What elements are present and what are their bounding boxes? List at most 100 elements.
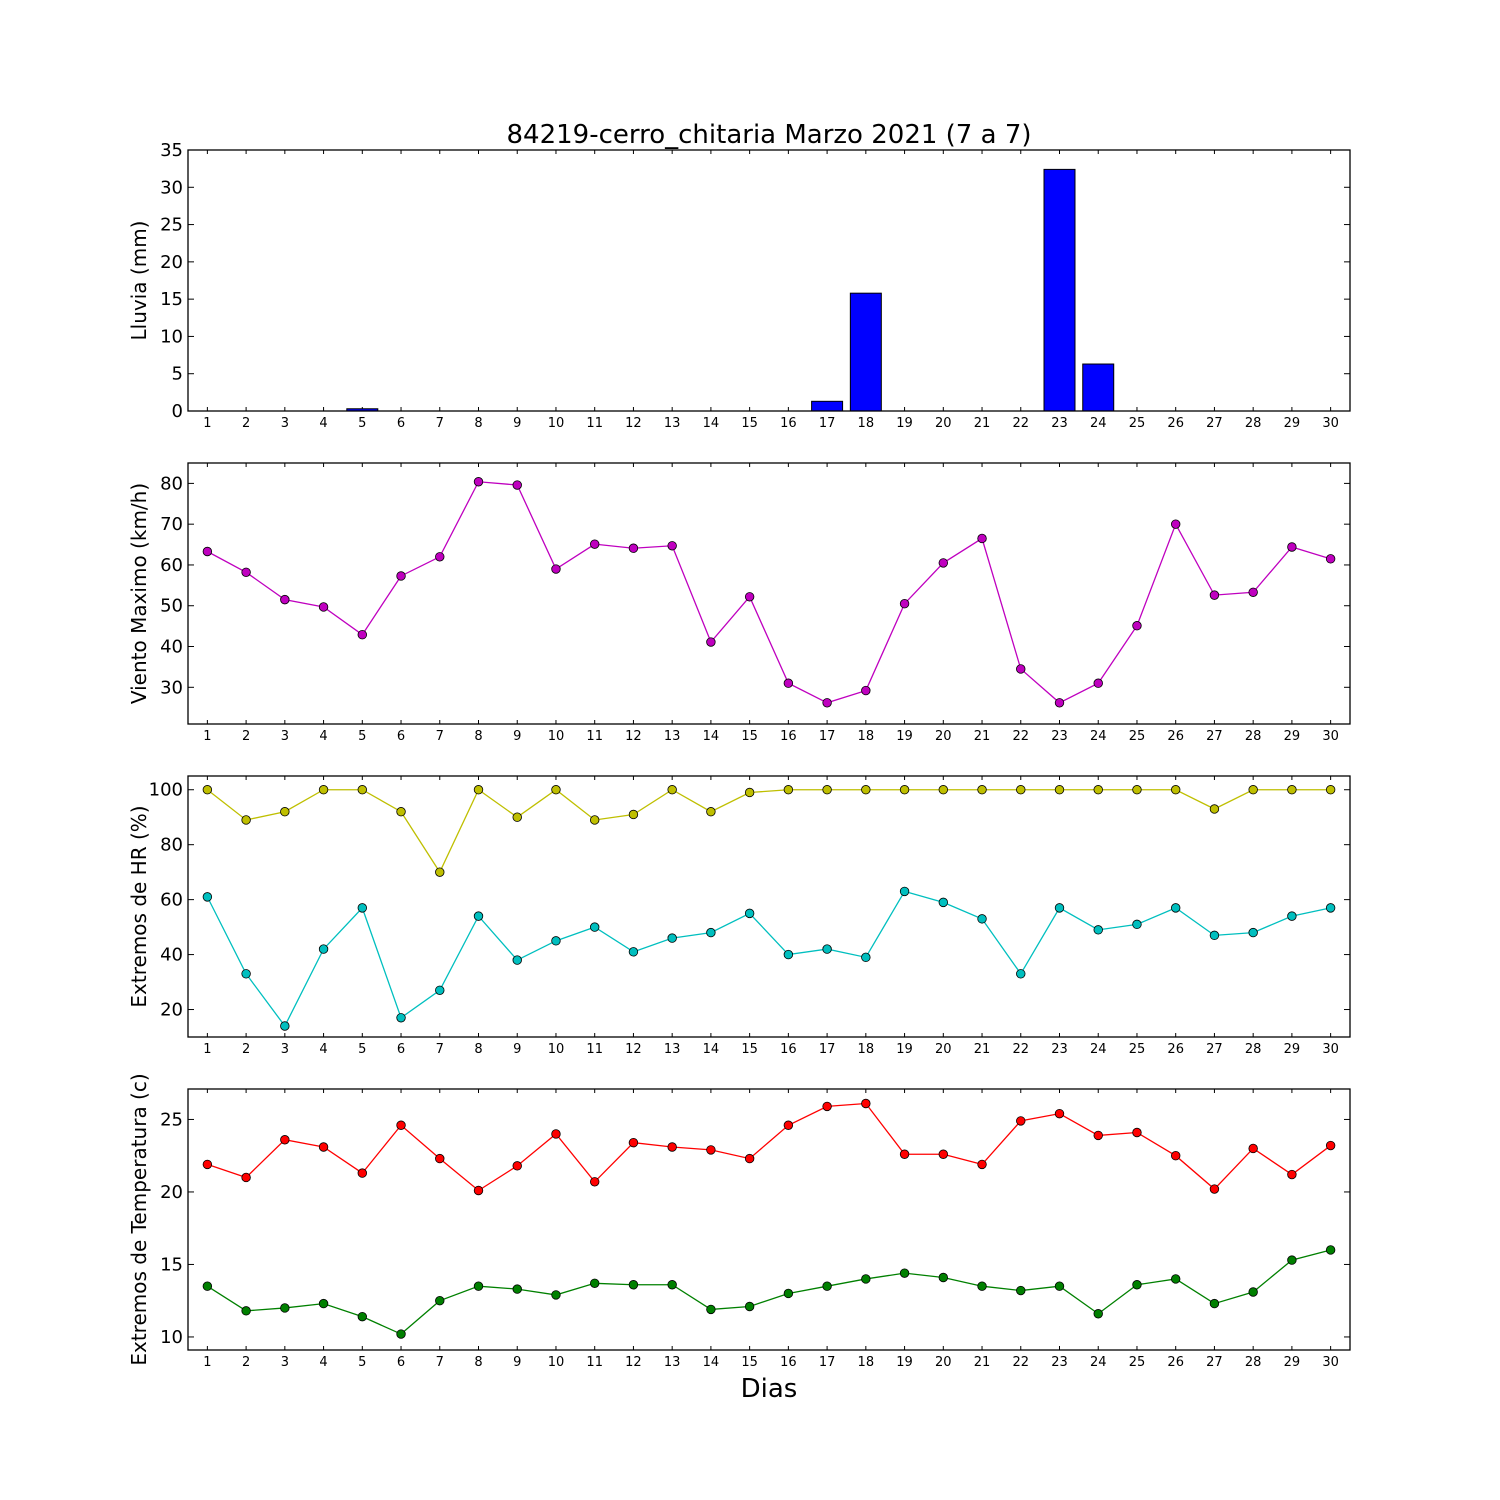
data-point: [977, 914, 987, 924]
data-point: [628, 947, 639, 957]
y-tick-label: 15: [160, 1254, 183, 1275]
data-point: [590, 1278, 600, 1289]
y-axis-label: Viento Maximo (km/h): [127, 483, 151, 704]
x-tick-label: 6: [397, 729, 405, 744]
data-point: [1016, 664, 1026, 674]
x-tick-label: 18: [858, 1355, 875, 1370]
x-tick-label: 4: [319, 729, 327, 744]
data-point: [435, 985, 445, 995]
y-tick-label: 50: [160, 596, 183, 617]
data-point: [938, 785, 949, 795]
data-point: [357, 785, 368, 795]
data-point: [241, 567, 251, 577]
data-point: [280, 1303, 290, 1313]
plot-frame: [187, 1088, 1351, 1351]
data-point: [512, 480, 522, 490]
data-point: [1325, 554, 1336, 564]
x-tick-label: 2: [242, 1355, 250, 1370]
data-point: [318, 602, 329, 612]
y-tick-label: 80: [160, 835, 183, 856]
data-point: [1093, 1130, 1103, 1141]
data-point: [241, 1172, 251, 1183]
data-point: [861, 1274, 871, 1284]
x-tick-label: 25: [1129, 729, 1146, 744]
data-point: [590, 539, 600, 549]
data-point: [1016, 785, 1026, 795]
data-point: [1054, 1108, 1065, 1119]
y-tick-label: 60: [160, 890, 183, 911]
data-point: [1016, 969, 1026, 979]
x-tick-label: 3: [281, 416, 289, 431]
x-tick-label: 20: [935, 1042, 952, 1057]
x-tick-label: 26: [1167, 1042, 1184, 1057]
data-point: [667, 541, 677, 551]
data-point: [512, 1284, 522, 1294]
data-point: [435, 1295, 445, 1306]
x-tick-label: 6: [397, 416, 405, 431]
chart-title: 84219-cerro_chitaria Marzo 2021 (7 a 7): [506, 120, 1031, 150]
x-tick-label: 3: [281, 729, 289, 744]
x-tick-label: 8: [474, 1355, 482, 1370]
y-tick-label: 30: [160, 677, 183, 698]
y-tick-label: 80: [160, 473, 183, 494]
data-point: [512, 812, 522, 822]
x-tick-label: 24: [1090, 729, 1107, 744]
x-tick-label: 11: [586, 729, 603, 744]
data-point: [783, 785, 794, 795]
data-point: [1209, 1298, 1220, 1309]
x-tick-label: 18: [858, 1042, 875, 1057]
y-tick-label: 5: [172, 364, 183, 385]
data-point: [1093, 1309, 1103, 1319]
data-point: [551, 936, 561, 946]
x-tick-label: 24: [1090, 1355, 1107, 1370]
data-point: [938, 1149, 949, 1159]
x-tick-label: 28: [1245, 1042, 1262, 1057]
data-point: [1016, 1285, 1026, 1296]
x-tick-label: 17: [819, 416, 836, 431]
x-tick-label: 23: [1051, 416, 1068, 431]
data-point: [202, 1159, 213, 1170]
data-point: [1093, 785, 1103, 795]
data-point: [628, 1280, 639, 1290]
data-point: [551, 1290, 561, 1300]
x-tick-label: 7: [436, 1355, 444, 1370]
data-point: [744, 1301, 755, 1312]
x-tick-label: 4: [319, 1355, 327, 1370]
data-point: [938, 897, 949, 908]
data-point: [1132, 919, 1142, 930]
x-tick-label: 18: [858, 729, 875, 744]
x-tick-label: 17: [819, 729, 836, 744]
data-point: [280, 807, 290, 817]
data-point: [1132, 621, 1142, 631]
x-tick-label: 5: [358, 416, 366, 431]
data-point: [628, 543, 639, 553]
x-tick-label: 12: [625, 416, 642, 431]
x-tick-label: 12: [625, 1042, 642, 1057]
x-tick-label: 9: [513, 729, 521, 744]
x-tick-label: 25: [1129, 1042, 1146, 1057]
data-point: [1016, 1116, 1026, 1126]
x-tick-label: 8: [474, 1042, 482, 1057]
plot-frame: [187, 775, 1351, 1038]
data-point: [822, 785, 832, 795]
data-point: [396, 1120, 406, 1130]
x-tick-label: 17: [819, 1355, 836, 1370]
data-point: [706, 807, 716, 817]
x-tick-label: 8: [474, 416, 482, 431]
x-tick-label: 15: [741, 416, 758, 431]
y-axis-label: Extremos de HR (%): [127, 805, 151, 1007]
data-point: [861, 952, 871, 963]
data-point: [396, 571, 406, 581]
data-point: [977, 785, 987, 795]
y-tick-label: 10: [160, 1327, 183, 1348]
x-tick-label: 2: [242, 729, 250, 744]
data-point: [590, 1177, 600, 1187]
x-tick-label: 15: [741, 729, 758, 744]
data-point: [241, 969, 251, 979]
data-point: [280, 1021, 290, 1031]
data-point: [396, 1013, 406, 1023]
y-tick-label: 40: [160, 637, 183, 658]
data-point: [706, 637, 716, 647]
data-point: [1170, 1274, 1181, 1284]
